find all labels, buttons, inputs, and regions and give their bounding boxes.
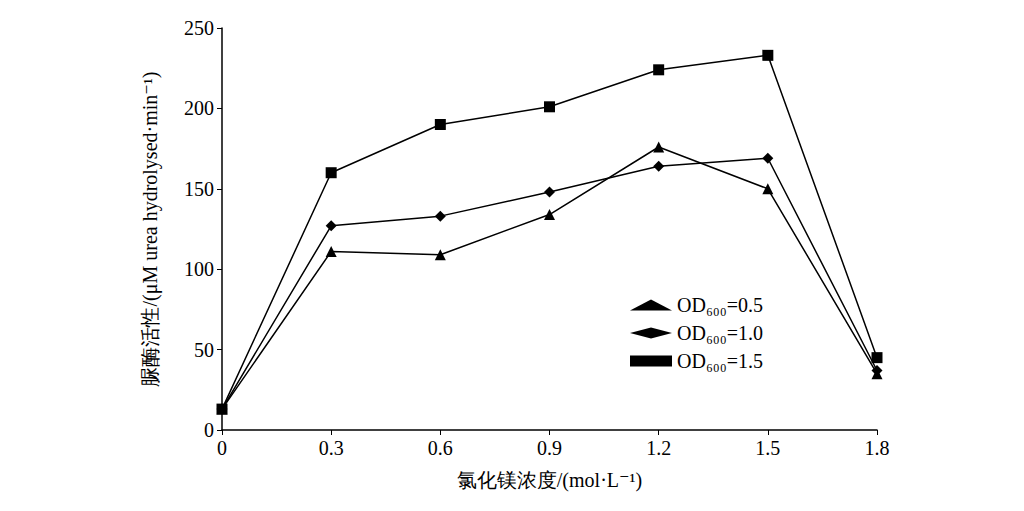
svg-text:0: 0 <box>217 437 227 459</box>
svg-text:1.8: 1.8 <box>865 437 890 459</box>
svg-text:0.6: 0.6 <box>428 437 453 459</box>
svg-text:250: 250 <box>184 17 214 39</box>
svg-text:脲酶活性/(μM urea hydrolysed·min⁻¹: 脲酶活性/(μM urea hydrolysed·min⁻¹) <box>139 72 162 387</box>
svg-text:OD₆₀₀=1.5: OD₆₀₀=1.5 <box>677 350 763 372</box>
svg-text:0.3: 0.3 <box>319 437 344 459</box>
svg-text:OD₆₀₀=1.0: OD₆₀₀=1.0 <box>677 322 763 344</box>
svg-text:OD₆₀₀=0.5: OD₆₀₀=0.5 <box>677 294 763 316</box>
svg-text:氯化镁浓度/(mol·L⁻¹): 氯化镁浓度/(mol·L⁻¹) <box>457 469 642 492</box>
svg-text:1.2: 1.2 <box>646 437 671 459</box>
svg-text:0.9: 0.9 <box>537 437 562 459</box>
svg-text:50: 50 <box>194 339 214 361</box>
svg-text:0: 0 <box>204 419 214 441</box>
svg-text:200: 200 <box>184 97 214 119</box>
svg-text:150: 150 <box>184 178 214 200</box>
svg-text:1.5: 1.5 <box>755 437 780 459</box>
svg-text:100: 100 <box>184 258 214 280</box>
